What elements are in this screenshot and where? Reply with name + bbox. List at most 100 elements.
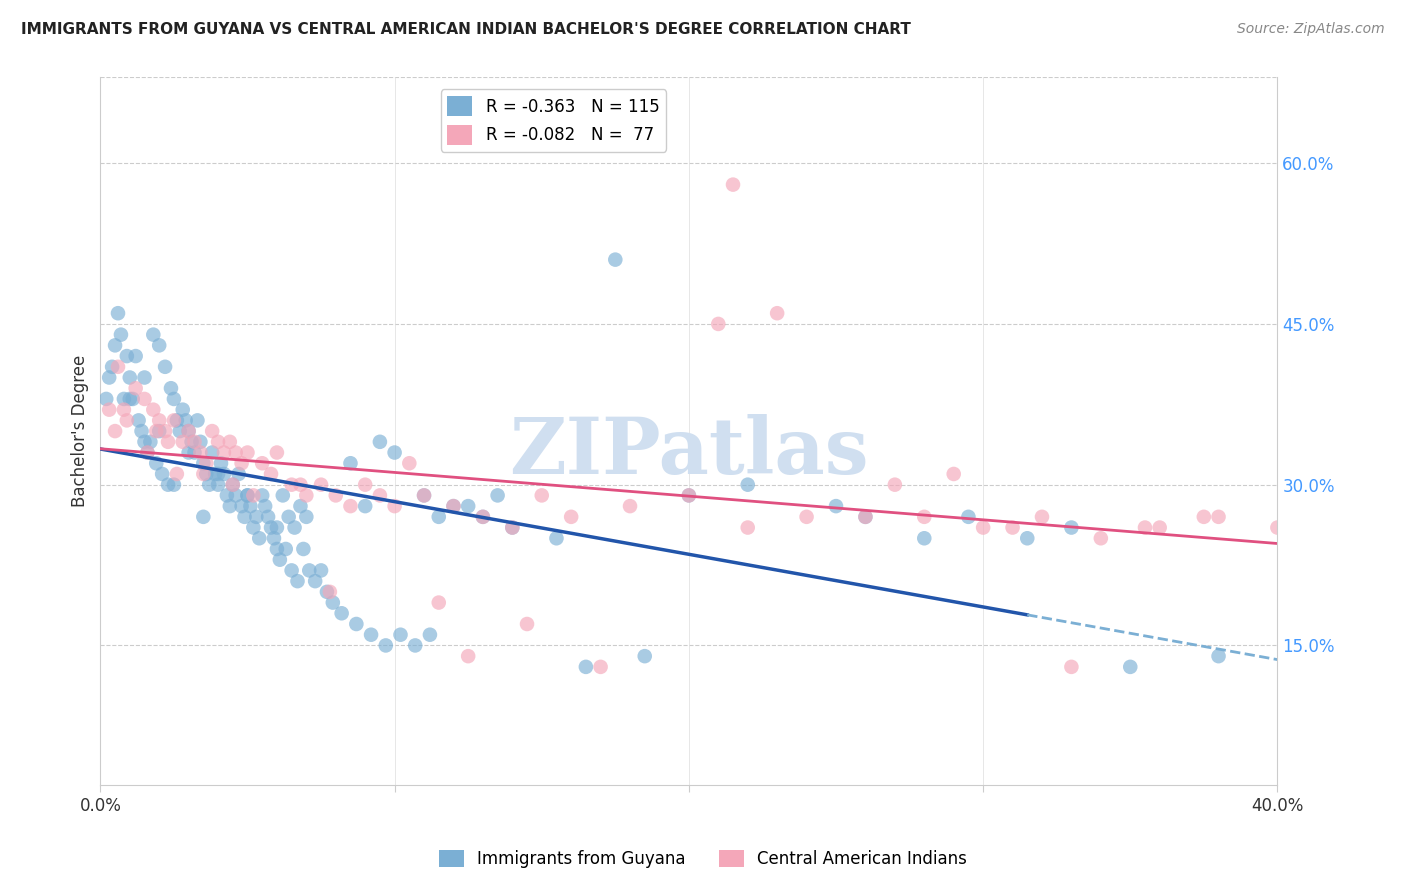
Point <box>136 445 159 459</box>
Point <box>148 424 170 438</box>
Point <box>228 467 250 481</box>
Point <box>290 477 312 491</box>
Point <box>172 402 194 417</box>
Point <box>195 456 218 470</box>
Point <box>104 338 127 352</box>
Point <box>193 467 215 481</box>
Point <box>322 596 344 610</box>
Point <box>374 639 396 653</box>
Point <box>257 509 280 524</box>
Point <box>280 563 302 577</box>
Point <box>177 424 200 438</box>
Point <box>104 424 127 438</box>
Point <box>218 499 240 513</box>
Point <box>325 488 347 502</box>
Point <box>384 445 406 459</box>
Point <box>134 370 156 384</box>
Point <box>245 509 267 524</box>
Point <box>163 413 186 427</box>
Point <box>292 541 315 556</box>
Point <box>118 370 141 384</box>
Point <box>207 434 229 449</box>
Point <box>142 327 165 342</box>
Point <box>912 531 935 545</box>
Point <box>145 424 167 438</box>
Point <box>142 402 165 417</box>
Point <box>193 456 215 470</box>
Point <box>575 660 598 674</box>
Point <box>737 477 759 491</box>
Point <box>180 434 202 449</box>
Point <box>145 456 167 470</box>
Point <box>457 649 479 664</box>
Point <box>112 392 135 406</box>
Point <box>354 499 377 513</box>
Legend: Immigrants from Guyana, Central American Indians: Immigrants from Guyana, Central American… <box>432 843 974 875</box>
Point <box>419 628 441 642</box>
Point <box>124 349 146 363</box>
Point <box>277 509 299 524</box>
Point <box>678 488 700 502</box>
Point <box>501 520 523 534</box>
Point <box>124 381 146 395</box>
Point <box>1208 649 1230 664</box>
Point <box>707 317 730 331</box>
Point <box>360 628 382 642</box>
Point <box>266 445 288 459</box>
Point <box>443 499 465 513</box>
Point <box>193 509 215 524</box>
Point <box>247 531 270 545</box>
Point <box>1090 531 1112 545</box>
Point <box>166 413 188 427</box>
Point <box>339 456 361 470</box>
Point <box>339 499 361 513</box>
Point <box>183 434 205 449</box>
Point <box>207 467 229 481</box>
Point <box>309 563 332 577</box>
Point <box>721 178 744 192</box>
Point <box>250 456 273 470</box>
Point <box>605 252 627 267</box>
Point <box>796 509 818 524</box>
Point <box>972 520 994 534</box>
Point <box>1208 509 1230 524</box>
Point <box>486 488 509 502</box>
Point <box>242 488 264 502</box>
Point <box>319 585 342 599</box>
Point <box>855 509 877 524</box>
Point <box>150 467 173 481</box>
Point <box>225 488 247 502</box>
Point <box>207 477 229 491</box>
Point <box>107 359 129 374</box>
Point <box>134 434 156 449</box>
Point <box>912 509 935 524</box>
Point <box>274 541 297 556</box>
Point <box>344 617 367 632</box>
Point <box>1119 660 1142 674</box>
Point <box>177 424 200 438</box>
Point <box>471 509 494 524</box>
Point <box>942 467 965 481</box>
Point <box>254 499 277 513</box>
Point <box>1060 520 1083 534</box>
Point <box>1017 531 1039 545</box>
Point <box>128 413 150 427</box>
Point <box>309 477 332 491</box>
Point <box>160 381 183 395</box>
Point <box>263 531 285 545</box>
Point <box>153 424 176 438</box>
Point <box>1267 520 1289 534</box>
Point <box>163 477 186 491</box>
Point <box>330 607 353 621</box>
Point <box>389 628 412 642</box>
Point <box>98 370 121 384</box>
Text: Source: ZipAtlas.com: Source: ZipAtlas.com <box>1237 22 1385 37</box>
Point <box>295 509 318 524</box>
Point <box>183 445 205 459</box>
Point <box>1031 509 1053 524</box>
Point <box>427 596 450 610</box>
Point <box>354 477 377 491</box>
Point <box>96 392 118 406</box>
Point <box>148 338 170 352</box>
Point <box>260 520 283 534</box>
